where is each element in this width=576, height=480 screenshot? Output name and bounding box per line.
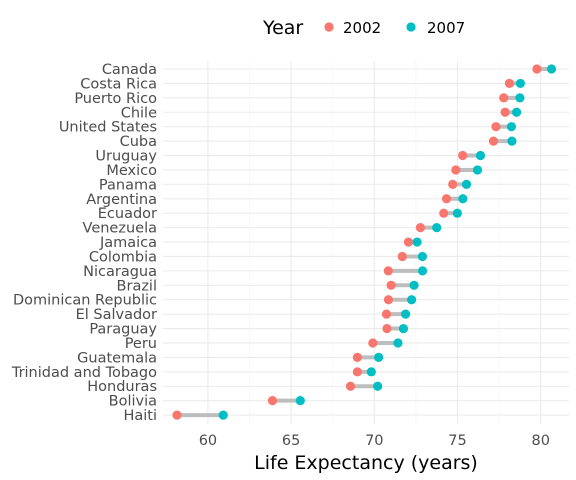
country-label-colombia: Colombia: [89, 249, 157, 265]
point-2007-panama: [461, 179, 472, 189]
point-2002-dominican-republic: [383, 295, 394, 305]
country-label-puerto-rico: Puerto Rico: [74, 91, 157, 107]
point-2002-peru: [368, 338, 378, 348]
x-tick-label-75: 75: [448, 433, 466, 449]
country-label-brazil: Brazil: [117, 278, 157, 294]
point-2002-chile: [500, 107, 510, 117]
point-2007-venezuela: [432, 223, 442, 233]
country-label-chile: Chile: [121, 105, 157, 121]
point-2002-guatemala: [352, 352, 362, 362]
point-2002-venezuela: [415, 223, 426, 233]
point-2002-el-salvador: [381, 309, 392, 319]
point-2007-trinidad-and-tobago: [366, 367, 376, 377]
point-2007-honduras: [373, 381, 383, 391]
point-2002-argentina: [441, 194, 452, 204]
point-2007-ecuador: [452, 208, 462, 218]
point-2002-brazil: [386, 280, 396, 290]
country-label-el-salvador: El Salvador: [76, 307, 157, 323]
point-2002-trinidad-and-tobago: [352, 367, 362, 377]
x-tick-label-70: 70: [365, 433, 383, 449]
legend-key-2007: [406, 22, 416, 32]
point-2002-paraguay: [382, 323, 392, 334]
country-label-panama: Panama: [99, 177, 157, 193]
country-label-united-states: United States: [59, 120, 157, 136]
point-2002-costa-rica: [504, 78, 515, 89]
x-tick-label-60: 60: [199, 433, 217, 449]
country-label-paraguay: Paraguay: [89, 322, 157, 338]
legend-label-2002: 2002: [343, 19, 381, 37]
legend-label-2007: 2007: [427, 19, 465, 37]
country-label-canada: Canada: [102, 62, 157, 78]
point-2007-dominican-republic: [406, 295, 417, 305]
country-label-dominican-republic: Dominican Republic: [13, 293, 157, 309]
country-label-uruguay: Uruguay: [95, 149, 157, 165]
point-2007-bolivia: [295, 396, 305, 406]
point-2007-united-states: [506, 122, 517, 132]
country-label-costa-rica: Costa Rica: [80, 76, 157, 92]
x-axis-tick-labels: 60 65 70 75 80: [199, 433, 550, 449]
point-2007-paraguay: [398, 323, 409, 334]
x-tick-label-80: 80: [531, 433, 549, 449]
country-label-venezuela: Venezuela: [83, 221, 157, 237]
point-2007-uruguay: [475, 150, 486, 161]
country-label-honduras: Honduras: [87, 379, 157, 395]
point-2007-costa-rica: [515, 78, 526, 89]
country-label-ecuador: Ecuador: [98, 206, 157, 222]
point-2007-chile: [511, 107, 522, 117]
point-2007-canada: [546, 64, 557, 74]
point-2002-nicaragua: [383, 266, 393, 276]
point-2007-haiti: [218, 410, 228, 420]
point-2007-nicaragua: [417, 266, 428, 276]
country-label-cuba: Cuba: [120, 134, 157, 150]
point-2002-united-states: [491, 122, 501, 132]
point-2002-cuba: [488, 136, 499, 146]
point-2007-peru: [393, 338, 403, 348]
point-2002-canada: [532, 64, 542, 74]
point-2007-puerto-rico: [515, 93, 525, 103]
point-2002-colombia: [397, 251, 407, 262]
legend-key-2002: [324, 22, 334, 32]
country-label-haiti: Haiti: [123, 408, 157, 424]
legend-title: Year: [262, 17, 303, 39]
x-axis-title: Life Expectancy (years): [254, 452, 478, 474]
point-2007-jamaica: [412, 237, 422, 247]
country-label-bolivia: Bolivia: [109, 394, 157, 410]
data-points: [172, 64, 557, 420]
point-2007-mexico: [472, 165, 483, 175]
point-2002-uruguay: [458, 150, 468, 161]
country-label-jamaica: Jamaica: [99, 235, 157, 251]
point-2002-mexico: [451, 165, 461, 175]
point-2002-jamaica: [403, 237, 414, 247]
country-label-trinidad-and-tobago: Trinidad and Tobago: [11, 365, 157, 381]
point-2002-honduras: [345, 381, 356, 391]
point-2002-haiti: [172, 410, 182, 420]
country-label-mexico: Mexico: [106, 163, 157, 179]
point-2002-puerto-rico: [499, 93, 509, 103]
point-2007-argentina: [458, 194, 468, 204]
point-2007-brazil: [409, 280, 419, 290]
point-2002-ecuador: [439, 208, 449, 218]
point-2007-cuba: [507, 136, 517, 146]
country-label-peru: Peru: [125, 336, 157, 352]
country-label-argentina: Argentina: [86, 192, 157, 208]
country-label-guatemala: Guatemala: [77, 350, 157, 366]
x-tick-label-65: 65: [282, 433, 300, 449]
legend: Year 2002 2007: [262, 17, 465, 39]
country-label-nicaragua: Nicaragua: [83, 264, 157, 280]
point-2002-panama: [448, 179, 458, 189]
point-2007-el-salvador: [401, 309, 411, 319]
point-2002-bolivia: [267, 396, 278, 406]
point-2007-colombia: [417, 251, 428, 262]
point-2007-guatemala: [374, 352, 384, 362]
